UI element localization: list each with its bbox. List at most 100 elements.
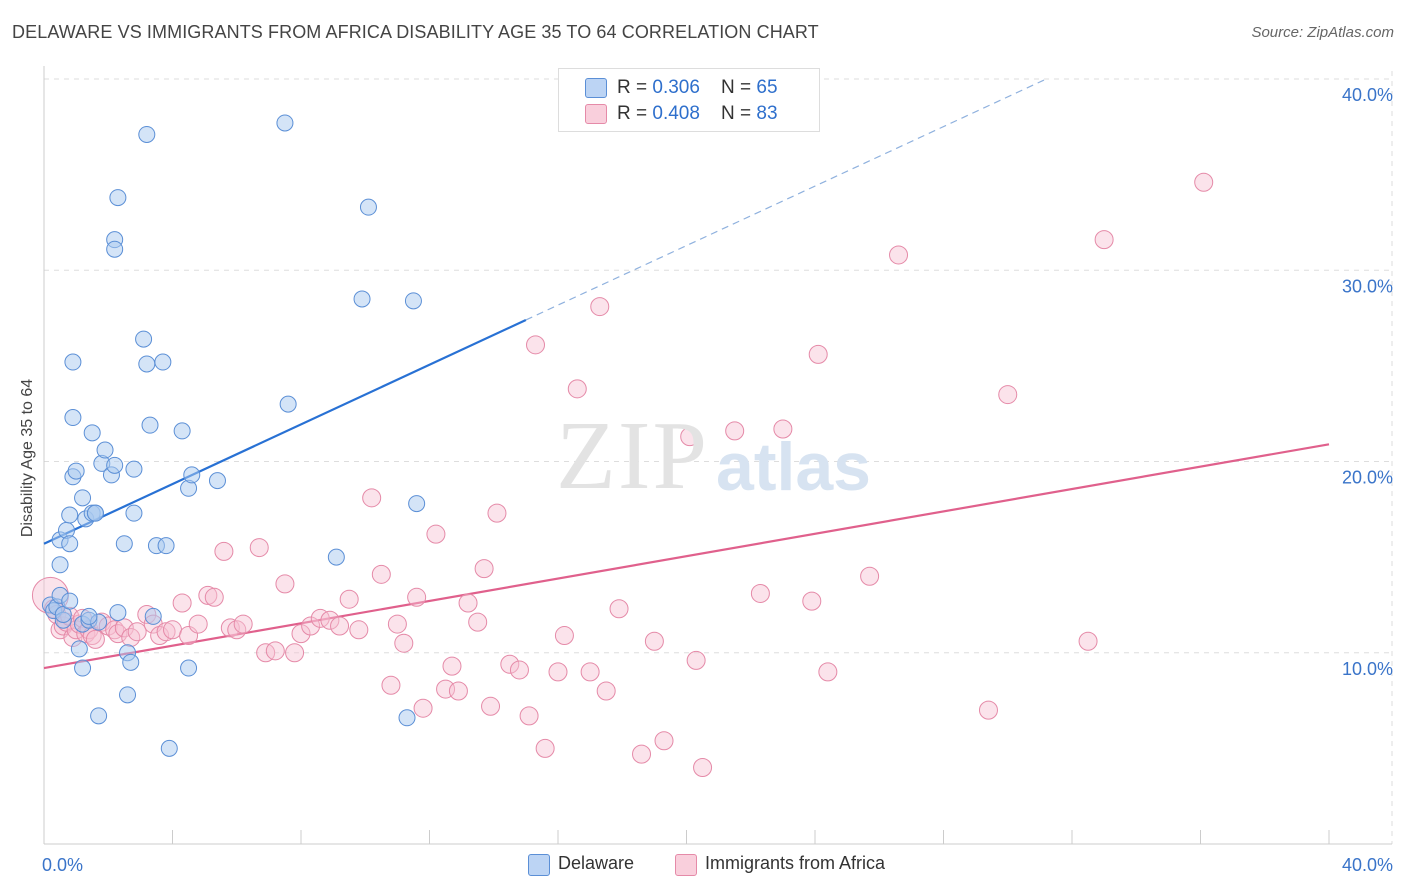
africa-point: [687, 651, 705, 669]
africa-point: [350, 621, 368, 639]
delaware-point: [136, 331, 152, 347]
africa-point: [510, 661, 528, 679]
africa-point: [568, 380, 586, 398]
legend-row-text: R = 0.306 N = 65: [617, 77, 778, 99]
africa-point: [999, 386, 1017, 404]
africa-point: [459, 594, 477, 612]
africa-point: [276, 575, 294, 593]
africa-point: [86, 630, 104, 648]
africa-point: [488, 504, 506, 522]
watermark-zip: ZIP: [556, 400, 709, 512]
africa-point: [286, 644, 304, 662]
delaware-point: [184, 467, 200, 483]
africa-point: [189, 615, 207, 633]
y-tick-label: 30.0%: [1342, 276, 1393, 296]
delaware-point: [174, 423, 190, 439]
africa-point: [597, 682, 615, 700]
y-tick-label: 40.0%: [1342, 85, 1393, 105]
delaware-point: [209, 473, 225, 489]
africa-point: [266, 642, 284, 660]
r-label: R =: [617, 77, 652, 98]
africa-point: [408, 588, 426, 606]
africa-point: [809, 345, 827, 363]
delaware-point: [71, 641, 87, 657]
africa-point: [1095, 231, 1113, 249]
africa-point: [819, 663, 837, 681]
africa-point: [414, 699, 432, 717]
africa-point: [372, 565, 390, 583]
delaware-point: [62, 593, 78, 609]
delaware-point: [75, 490, 91, 506]
delaware-point: [68, 463, 84, 479]
africa-point: [128, 623, 146, 641]
delaware-point: [328, 549, 344, 565]
delaware-point: [65, 354, 81, 370]
africa-swatch: [585, 104, 607, 124]
legend-label: Delaware: [558, 853, 634, 874]
africa-point: [363, 489, 381, 507]
delaware-point: [145, 608, 161, 624]
africa-point: [527, 336, 545, 354]
delaware-point: [62, 536, 78, 552]
series-legend: Delaware Immigrants from Africa: [0, 852, 1406, 878]
n-label: N =: [721, 103, 756, 124]
africa-point: [388, 615, 406, 633]
delaware-point: [123, 654, 139, 670]
legend-row-text: R = 0.408 N = 83: [617, 103, 778, 125]
delaware-point: [84, 425, 100, 441]
africa-point: [694, 759, 712, 777]
delaware-point: [181, 660, 197, 676]
africa-point: [164, 621, 182, 639]
africa-point: [610, 600, 628, 618]
delaware-point: [280, 396, 296, 412]
delaware-point: [120, 687, 136, 703]
africa-point: [382, 676, 400, 694]
delaware-point: [110, 190, 126, 206]
africa-point: [633, 745, 651, 763]
africa-point: [205, 588, 223, 606]
y-tick-label: 10.0%: [1342, 659, 1393, 679]
delaware-point: [142, 417, 158, 433]
y-axis-label: Disability Age 35 to 64: [19, 379, 37, 537]
delaware-swatch: [585, 78, 607, 98]
africa-point: [331, 617, 349, 635]
africa-point: [482, 697, 500, 715]
legend-label: Immigrants from Africa: [705, 853, 885, 874]
africa-point: [655, 732, 673, 750]
r-value: 0.408: [652, 103, 700, 124]
watermark-atlas: atlas: [716, 428, 871, 506]
r-value: 0.306: [652, 77, 700, 98]
africa-point: [645, 632, 663, 650]
africa-point: [395, 634, 413, 652]
delaware-points: [42, 115, 424, 756]
africa-point: [803, 592, 821, 610]
africa-point: [536, 739, 554, 757]
africa-point: [520, 707, 538, 725]
africa-point: [591, 298, 609, 316]
delaware-point: [409, 496, 425, 512]
africa-point: [1195, 173, 1213, 191]
delaware-point: [139, 126, 155, 142]
delaware-point: [155, 354, 171, 370]
delaware-point: [405, 293, 421, 309]
africa-point: [555, 627, 573, 645]
africa-point: [173, 594, 191, 612]
delaware-point: [52, 557, 68, 573]
delaware-point: [81, 608, 97, 624]
africa-point: [449, 682, 467, 700]
africa-point: [890, 246, 908, 264]
delaware-point: [161, 740, 177, 756]
delaware-point: [360, 199, 376, 215]
n-value: 65: [756, 77, 777, 98]
delaware-trend-line: [44, 320, 526, 544]
africa-point: [581, 663, 599, 681]
africa-point: [443, 657, 461, 675]
delaware-point: [65, 410, 81, 426]
delaware-point: [354, 291, 370, 307]
delaware-point: [62, 507, 78, 523]
delaware-point: [107, 457, 123, 473]
delaware-point: [126, 461, 142, 477]
delaware-point: [107, 241, 123, 257]
delaware-point: [110, 605, 126, 621]
africa-point: [250, 539, 268, 557]
